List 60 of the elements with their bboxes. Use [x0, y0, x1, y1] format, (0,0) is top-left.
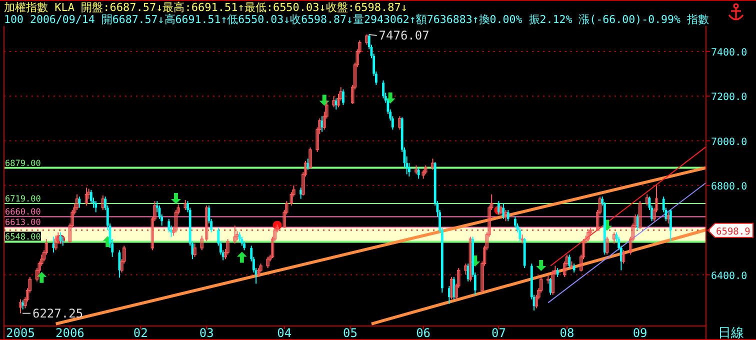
candlestick	[398, 116, 402, 130]
chart-subtitle: 100 2006/09/14 開6687.57↓高6691.51↑低6550.03↓收6598.87↓量2943062↑額7636883↑換0.00% 振2.12% 漲(-66.00)-0.99% 指數	[4, 13, 710, 26]
candlestick	[365, 34, 368, 46]
candlestick	[638, 200, 642, 230]
candlestick	[622, 250, 626, 264]
text: 6598.9	[716, 226, 751, 238]
y-tick-label: 7200.0	[711, 92, 748, 104]
candlestick	[84, 187, 88, 206]
candlestick	[506, 209, 510, 222]
candlestick	[78, 196, 81, 208]
x-tick-label: 06	[416, 326, 431, 340]
candlestick	[669, 209, 672, 242]
candlestick	[193, 242, 196, 258]
candlestick	[551, 270, 554, 296]
candlestick	[666, 212, 670, 224]
x-tick-label: 08	[560, 326, 574, 340]
candlestick	[90, 189, 92, 204]
x-tick-label: 03	[199, 326, 214, 340]
ref-line-label: 6879.00	[5, 158, 41, 169]
x-tick-label: 2006	[56, 326, 84, 340]
y-tick-label: 6400.0	[711, 270, 748, 282]
candlestick	[504, 209, 508, 222]
y-tick-label: 7400.0	[711, 47, 748, 58]
annotation: 6227.25	[32, 306, 84, 320]
candlestick	[452, 276, 456, 300]
candlestick	[118, 250, 121, 278]
text: 日線	[718, 326, 744, 340]
candlestick	[514, 216, 516, 228]
candlestick	[226, 238, 230, 256]
candlestick	[266, 256, 270, 269]
ref-line-label: 6548.00	[5, 232, 41, 243]
chart-title: 加權指數 KLA 開盤:6687.57↓最高:6691.51↑最低:6550.03↓收盤:6598.87↓	[4, 1, 408, 14]
candlestick	[605, 236, 609, 256]
x-tick-label: 2005	[6, 326, 35, 340]
x-tick-label: 07	[491, 326, 506, 340]
candlestick	[382, 80, 384, 99]
ref-line-label: 6613.00	[5, 218, 41, 228]
ref-line-label: 6719.00	[5, 194, 41, 205]
candlestick	[94, 200, 98, 213]
y-tick-label: 7000.0	[711, 136, 748, 148]
candlestick	[233, 225, 236, 244]
candlestick	[518, 227, 522, 242]
x-tick-label: 09	[632, 326, 648, 340]
candlestick	[75, 194, 79, 210]
candlestick	[184, 199, 187, 210]
candlestick	[646, 194, 649, 206]
candlestick	[101, 194, 105, 210]
y-tick-label: 6800.0	[711, 181, 748, 192]
candlestick	[586, 230, 590, 242]
x-tick-label: 02	[133, 326, 148, 340]
candlestick	[568, 254, 571, 269]
candlestick	[431, 158, 434, 170]
candlestick	[342, 88, 344, 106]
x-tick-label: 04	[277, 326, 292, 340]
candlestick	[54, 235, 58, 251]
candlestick	[168, 218, 170, 233]
annotation: 7476.07	[378, 28, 430, 42]
x-tick-label: 05	[343, 326, 358, 340]
candlestick	[417, 167, 420, 180]
ref-line-label: 6660.00	[5, 208, 41, 218]
